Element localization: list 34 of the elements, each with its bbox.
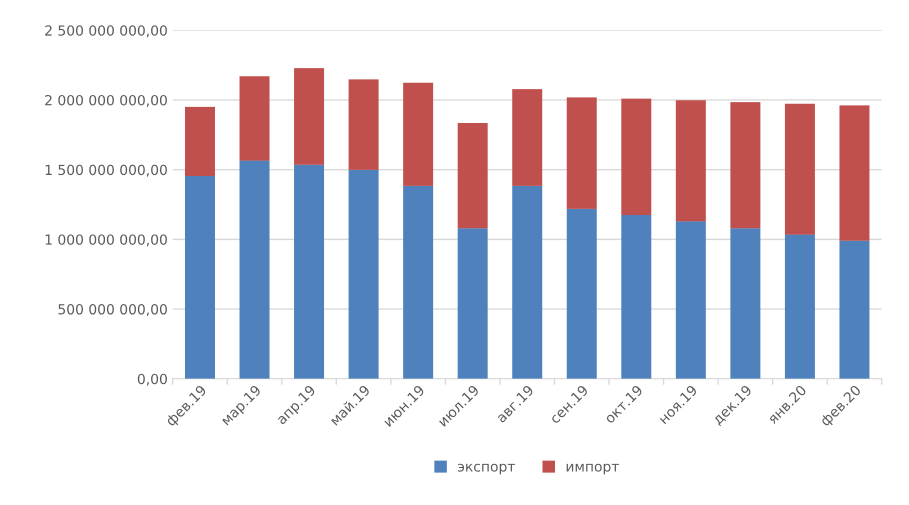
bar [294, 68, 324, 165]
bar [730, 102, 760, 228]
bar [184, 106, 215, 176]
y-tick-label: 500 000 000,00 [58, 304, 167, 316]
bar [403, 82, 434, 186]
bar [839, 105, 870, 241]
legend-label: импорт [566, 464, 619, 474]
bar [784, 234, 815, 379]
bar [730, 228, 760, 379]
bar [458, 228, 488, 379]
bar [676, 221, 706, 379]
bar [512, 89, 542, 186]
bar [403, 186, 434, 379]
y-tick-label: 2 000 000 000,00 [45, 94, 167, 107]
bar [240, 76, 270, 161]
bar [348, 79, 379, 170]
bar [676, 100, 706, 222]
bar [839, 240, 870, 379]
y-tick-label: 2 500 000 000,00 [45, 25, 167, 38]
y-tick-label: 1 500 000 000,00 [46, 164, 167, 177]
bar [294, 164, 324, 379]
bar [621, 98, 652, 215]
bar [566, 208, 597, 379]
bar [240, 160, 270, 379]
bar [184, 176, 215, 379]
y-tick-label: 1 000 000 000,00 [46, 234, 167, 246]
bar [348, 170, 379, 379]
bar [566, 97, 597, 209]
legend-label: экспорт [458, 464, 515, 474]
bar [621, 214, 652, 379]
y-tick-label: 0,00 [138, 374, 167, 386]
bar [512, 186, 542, 379]
bar [458, 122, 488, 228]
bar [784, 104, 815, 235]
